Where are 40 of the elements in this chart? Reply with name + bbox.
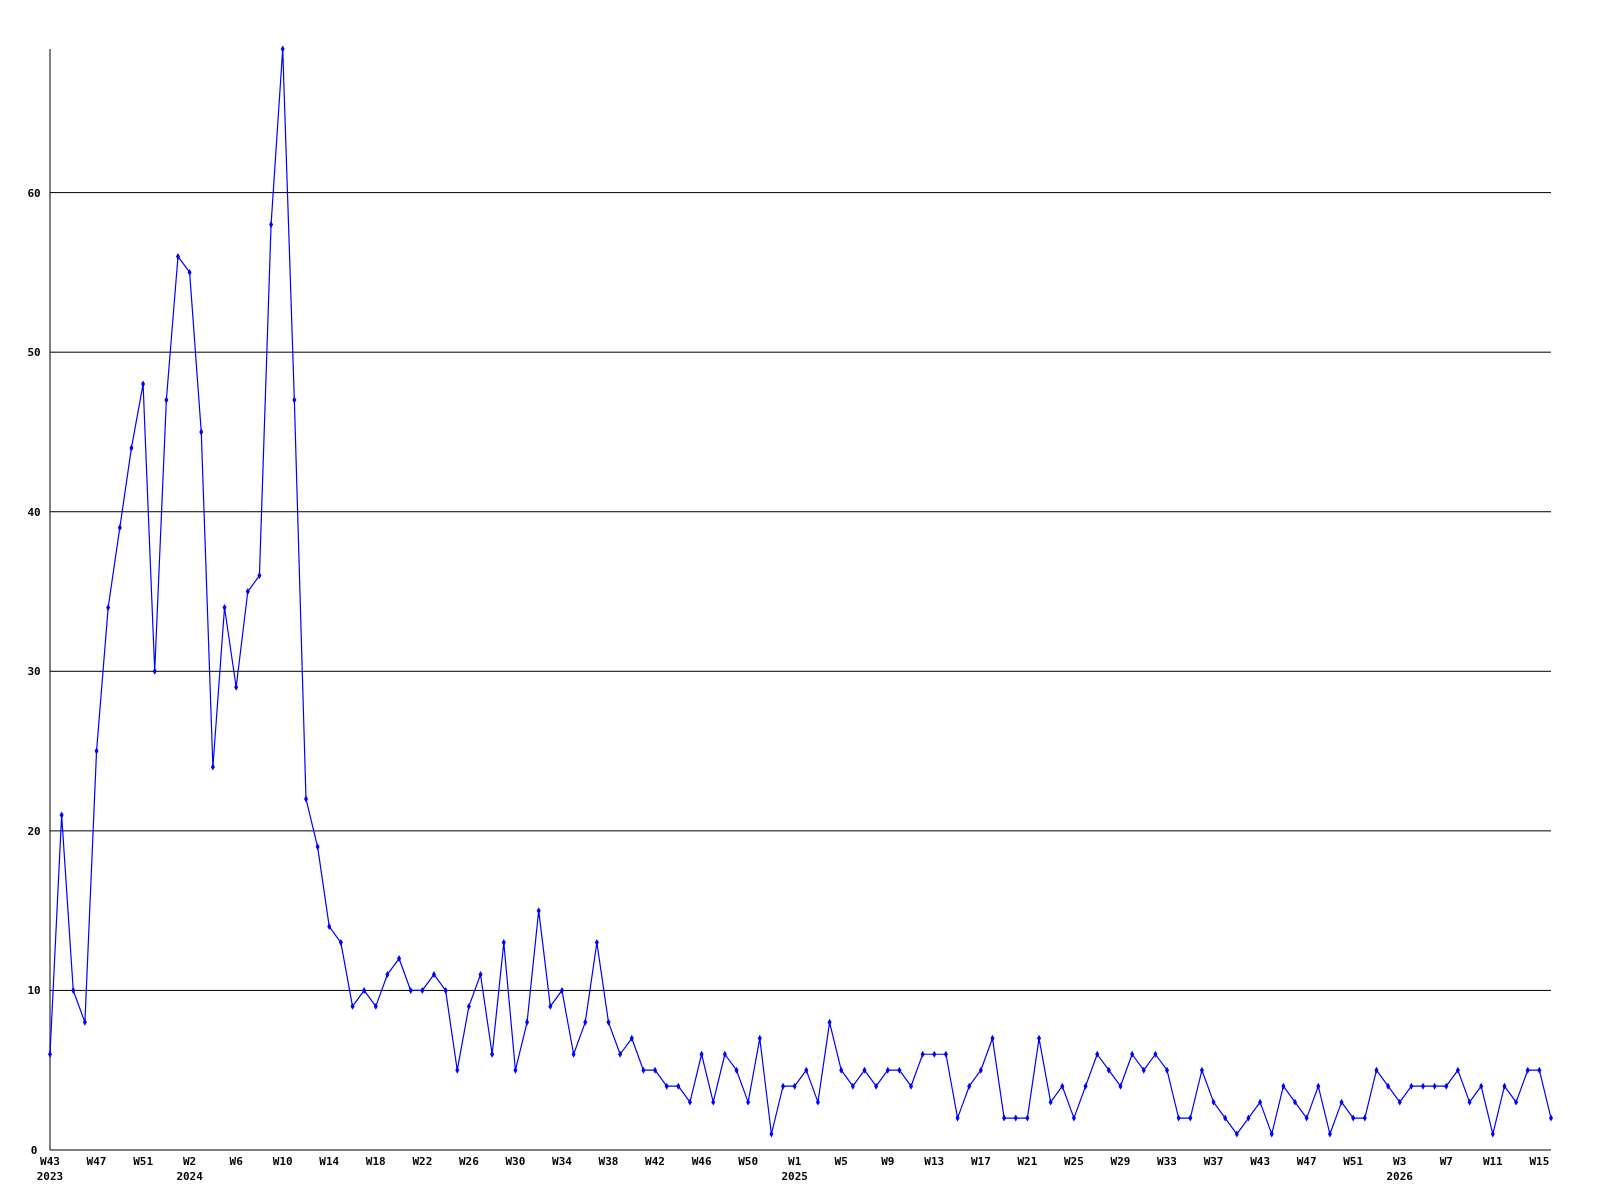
x-tick-label: W47 bbox=[86, 1155, 107, 1168]
y-tick-label: 50 bbox=[27, 346, 41, 360]
x-tick-label: W34 bbox=[552, 1155, 573, 1168]
x-tick-label: W22 bbox=[412, 1155, 433, 1168]
x-tick-label: W42 bbox=[645, 1155, 665, 1168]
x-tick-label: W33 bbox=[1157, 1155, 1177, 1168]
x-tick-label: W21 bbox=[1017, 1155, 1038, 1168]
x-tick-label: W1 2025 bbox=[781, 1155, 808, 1183]
x-tick-label: W7 bbox=[1439, 1155, 1453, 1168]
x-tick-label: W18 bbox=[365, 1155, 386, 1168]
y-tick-label: 60 bbox=[27, 186, 41, 200]
x-tick-label: W51 bbox=[133, 1155, 154, 1168]
x-tick-label: W38 bbox=[598, 1155, 619, 1168]
x-tick-label: W30 bbox=[505, 1155, 526, 1168]
x-tick-label: W14 bbox=[319, 1155, 340, 1168]
x-tick-label: W25 bbox=[1064, 1155, 1084, 1168]
x-tick-label: W26 bbox=[458, 1155, 480, 1168]
x-tick-label: W50 bbox=[738, 1155, 759, 1168]
x-tick-label: W46 bbox=[691, 1155, 712, 1168]
x-tick-label: W5 bbox=[834, 1155, 848, 1168]
x-tick-label: W51 bbox=[1343, 1155, 1364, 1168]
x-tick-label: W10 bbox=[272, 1155, 293, 1168]
y-tick-label: 10 bbox=[27, 984, 41, 998]
x-tick-label: W6 bbox=[229, 1155, 244, 1168]
x-tick-label: W37 bbox=[1203, 1155, 1224, 1168]
x-tick-label: W15 bbox=[1529, 1155, 1550, 1168]
x-tick-label: W13 bbox=[924, 1155, 945, 1168]
x-tick-label: W2 2024 bbox=[176, 1155, 204, 1183]
y-tick-label: 0 bbox=[30, 1144, 38, 1157]
x-tick-label: W47 bbox=[1296, 1155, 1317, 1168]
y-tick-label: 20 bbox=[27, 824, 41, 838]
y-tick-label: 40 bbox=[27, 505, 41, 519]
x-tick-label: W17 bbox=[970, 1155, 991, 1168]
x-tick-label: W11 bbox=[1482, 1155, 1504, 1168]
x-tick-label: W43 bbox=[1250, 1155, 1271, 1168]
x-tick-label: W29 bbox=[1110, 1155, 1131, 1168]
y-tick-label: 30 bbox=[27, 665, 41, 679]
x-tick-label: W43 2023 bbox=[36, 1155, 64, 1183]
x-tick-label: W9 bbox=[881, 1155, 895, 1168]
x-tick-label: W3 2026 bbox=[1386, 1155, 1414, 1183]
